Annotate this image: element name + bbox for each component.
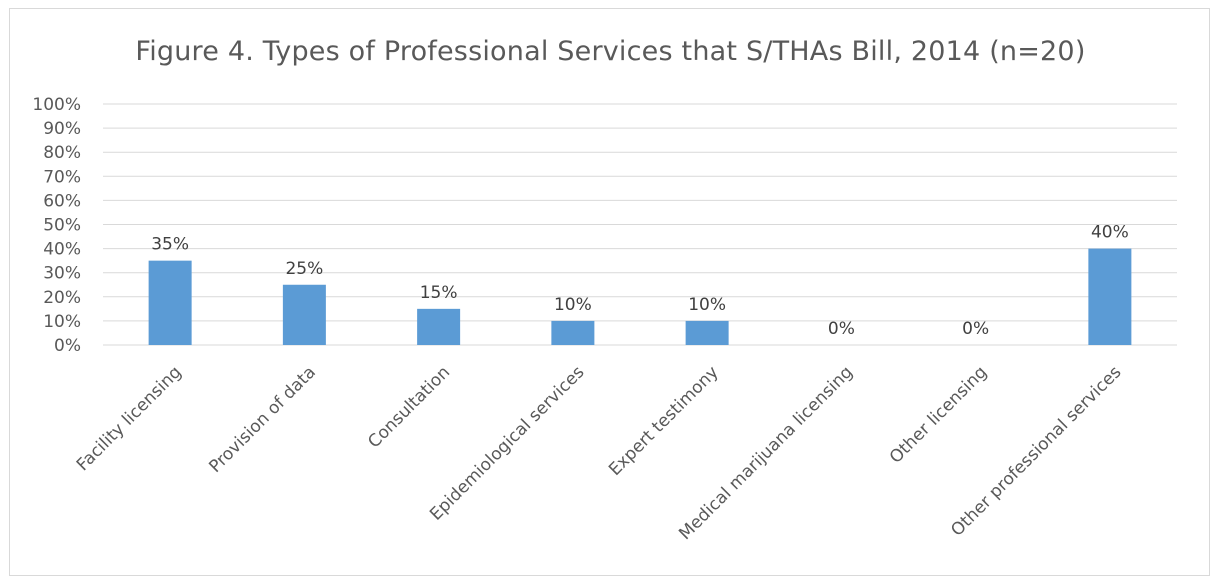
category-label: Expert testimony [605,362,723,480]
y-tick-label: 10% [43,312,81,332]
category-label: Facility licensing [73,362,186,475]
y-tick-label: 90% [43,119,81,139]
chart-area [9,8,1210,576]
data-labels: 35% 25% 15% 10% 10% 0% 0% 40% [151,223,1129,339]
data-label: 10% [688,295,726,315]
y-tick-label: 0% [54,336,81,356]
data-label: 10% [554,295,592,315]
category-label: Epidemiological services [426,362,588,524]
category-labels: Facility licensing Provision of data Consu… [73,362,1126,544]
bar [1088,248,1132,345]
y-tick-label: 100% [32,95,81,115]
y-axis-ticks: 0% 10% 20% 30% 40% 50% 60% 70% 80% 90% 100% [32,95,81,356]
y-tick-label: 70% [43,167,81,187]
y-tick-label: 30% [43,264,81,284]
gridlines [103,103,1177,346]
data-label: 0% [962,319,989,339]
bar [417,308,461,345]
chart-title: Figure 4. Types of Professional Services… [135,36,1086,67]
data-label: 25% [285,259,323,279]
data-label: 35% [151,235,189,255]
bar [551,320,595,345]
bars [148,248,1132,345]
category-label: Provision of data [205,362,320,477]
bar [685,320,729,345]
y-tick-label: 20% [43,288,81,308]
y-tick-label: 60% [43,191,81,211]
category-label: Other licensing [886,362,991,467]
data-label: 40% [1091,223,1129,243]
y-tick-label: 80% [43,143,81,163]
bar [282,284,326,345]
data-label: 15% [420,283,458,303]
category-label: Consultation [364,362,454,452]
data-label: 0% [828,319,855,339]
bar [148,260,192,345]
y-tick-label: 50% [43,216,81,236]
y-tick-label: 40% [43,240,81,260]
